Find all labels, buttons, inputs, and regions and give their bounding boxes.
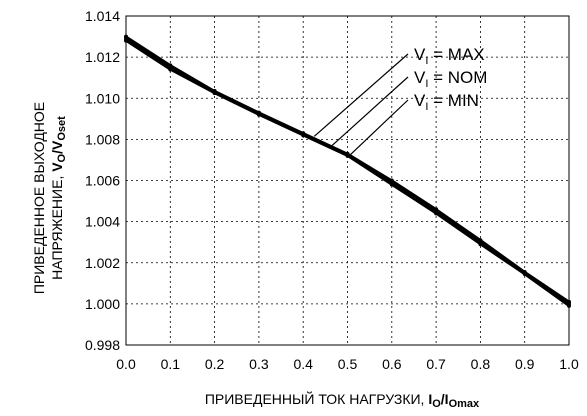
x-tick-label: 0.9 [515, 356, 535, 372]
data-point [478, 242, 483, 247]
data-point [522, 272, 527, 277]
plot-frame [125, 15, 570, 346]
y-tick-label: 0.998 [85, 337, 120, 353]
y-tick-label: 1.000 [85, 296, 120, 312]
grid [126, 16, 569, 345]
x-tick-label: 0.7 [426, 356, 446, 372]
y-axis-title: ПРИВЕДЕННОЕ ВЫХОДНОЕ НАПРЯЖЕНИЕ, VO/VOse… [31, 102, 68, 294]
data-point [124, 38, 128, 43]
data-point [567, 303, 571, 308]
legend-leader-line [331, 76, 409, 147]
data-point [301, 133, 306, 138]
y-tick-label: 1.012 [85, 49, 120, 65]
data-point [256, 112, 261, 117]
x-tick-label: 0.4 [293, 356, 313, 372]
y-tick-label: 1.004 [85, 214, 120, 230]
x-tick-label: 0.2 [205, 356, 225, 372]
x-tick-label: 0.0 [116, 356, 136, 372]
data-point [434, 211, 439, 216]
x-tick-labels: 0.0 0.1 0.2 0.3 0.4 0.5 0.6 0.7 0.8 0.9 1.0 [116, 356, 579, 372]
legend-label-nom: VI = NOM [414, 68, 487, 90]
data-point [345, 153, 350, 158]
x-tick-label: 0.8 [471, 356, 491, 372]
y-tick-label: 1.002 [85, 255, 120, 271]
y-tick-label: 1.006 [85, 173, 120, 189]
y-tick-labels: 0.998 1.000 1.002 1.004 1.006 1.008 1.010 1.012… [85, 8, 120, 353]
x-tick-label: 0.6 [382, 356, 402, 372]
legend-leader-line [313, 53, 409, 137]
data-point [389, 182, 394, 187]
y-axis-title-line1: ПРИВЕДЕННОЕ ВЫХОДНОЕ [31, 102, 47, 294]
x-tick-label: 0.3 [249, 356, 269, 372]
legend-label-min: VI = MIN [414, 91, 479, 113]
legend-label-max: VI = MAX [414, 45, 485, 67]
x-tick-label: 1.0 [559, 356, 579, 372]
x-tick-label: 0.1 [161, 356, 181, 372]
data-point [212, 91, 217, 96]
y-tick-label: 1.014 [85, 8, 120, 24]
y-tick-label: 1.010 [85, 90, 120, 106]
x-tick-label: 0.5 [338, 356, 358, 372]
legend-leader-line [349, 99, 409, 156]
y-axis-title-line2: НАПРЯЖЕНИЕ, VO/VOset [49, 116, 68, 280]
series-group [124, 34, 571, 308]
data-point [168, 67, 173, 72]
y-tick-label: 1.008 [85, 131, 120, 147]
x-axis-title: ПРИВЕДЕННЫЙ ТОК НАГРУЗКИ, IO/IOmax [205, 390, 480, 410]
